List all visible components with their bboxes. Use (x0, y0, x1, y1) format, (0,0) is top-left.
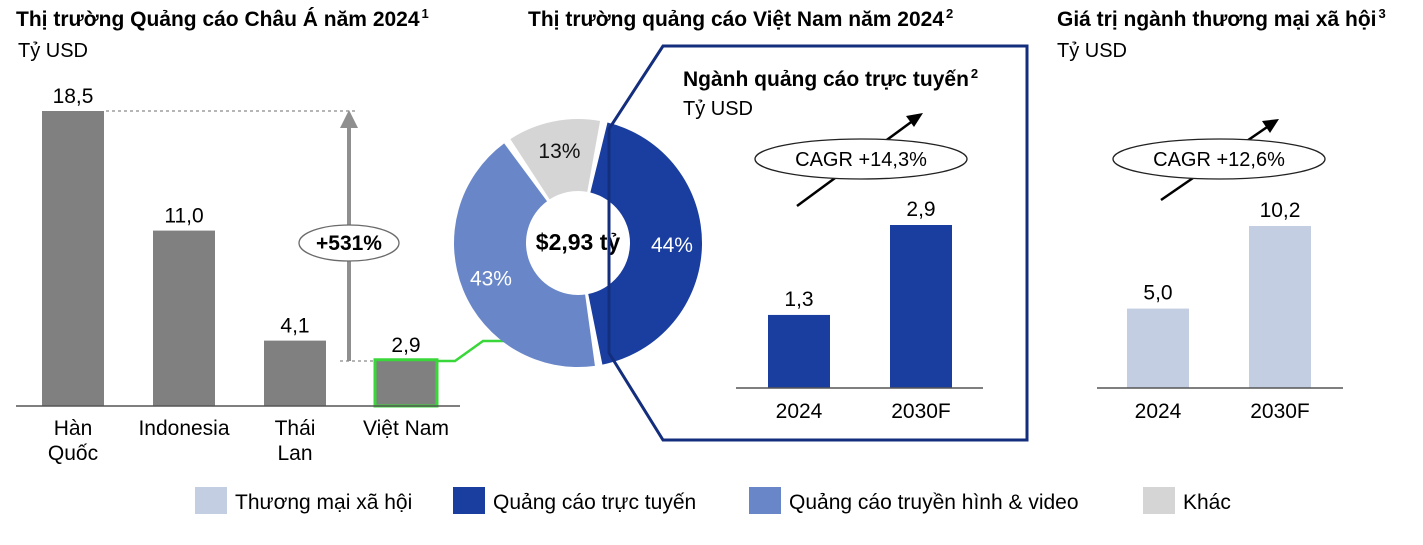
social-cagr-badge (1112, 138, 1326, 180)
online-bar-value-label: 2,9 (906, 198, 935, 221)
online-bar-group: 1,3 2024 2,9 2030F (768, 198, 952, 423)
online-bar-value-label: 1,3 (784, 288, 813, 311)
social-bar-value-label: 5,0 (1143, 282, 1172, 305)
social-chart-unit: Tỷ USD (1057, 40, 1127, 62)
asia-bar-hàn-quốc (42, 111, 104, 406)
vn-ad-donut: 44% 43% 13% (453, 119, 702, 367)
growth-label: +531% (316, 232, 382, 255)
asia-category-label: Việt Nam (363, 417, 449, 440)
social-category-label: 2024 (1135, 400, 1182, 423)
donut-slice-qu-ng-c-o-truy-n-h-nh-video (453, 143, 595, 367)
legend-swatch-kh-c (1143, 487, 1175, 514)
donut-slice-label: 43% (470, 268, 512, 291)
online-category-label: 2024 (776, 400, 823, 423)
asia-bar-value-label: 11,0 (164, 205, 203, 228)
social-bar-group: 5,0 2024 10,2 2030F (1127, 199, 1311, 423)
asia-bar-value-label: 4,1 (280, 315, 309, 338)
legend-label: Quảng cáo truyền hình & video (789, 491, 1079, 514)
asia-chart-title: Thị trường Quảng cáo Châu Á năm 2024 1 (16, 6, 429, 31)
legend-swatch-qu-ng-c-o-truy-n-h-nh-video (749, 487, 781, 514)
donut-slice-kh-c (510, 119, 601, 200)
asia-category-label: Quốc (48, 442, 98, 465)
social-cagr-label: CAGR +12,6% (1153, 149, 1285, 171)
donut-slice-qu-ng-c-o-tr-c-tuy-n (588, 122, 702, 365)
asia-category-label: Lan (277, 442, 312, 465)
social-chart-title: Giá trị ngành thương mại xã hội 3 (1057, 6, 1386, 31)
social-category-label: 2030F (1250, 400, 1310, 423)
social-trend-arrow-head (1262, 119, 1279, 133)
online-category-label: 2030F (891, 400, 951, 423)
asia-bar-indonesia (153, 230, 215, 406)
legend-swatch-qu-ng-c-o-tr-c-tuy-n (453, 487, 485, 514)
donut-center-total: $2,93 tỷ (536, 229, 621, 255)
online-trend-arrow-head (906, 113, 923, 127)
donut-slice-label: 13% (538, 140, 580, 163)
legend: Thương mại xã hội Quảng cáo trực tuyến Quả… (195, 487, 1231, 514)
legend-swatch-th-ng-m-i-x-h-i (195, 487, 227, 514)
online-bar-2024 (768, 314, 830, 388)
online-chart-unit: Tỷ USD (683, 98, 753, 120)
asia-category-label: Thái (275, 417, 316, 440)
online-cagr-label: CAGR +14,3% (795, 149, 927, 171)
growth-arrow-head (340, 110, 358, 128)
growth-badge (298, 224, 400, 262)
vietnam-connector-line (437, 339, 515, 363)
online-chart-title: Ngành quảng cáo trực tuyến 2 (683, 66, 978, 91)
social-bar-value-label: 10,2 (1260, 199, 1301, 222)
online-cagr-badge (754, 138, 968, 180)
asia-bar-thái-lan (264, 340, 326, 406)
online-bar-2030f (890, 225, 952, 388)
asia-category-label: Hàn (54, 417, 93, 440)
social-bar-2024 (1127, 308, 1189, 388)
online-ads-detail-frame (607, 44, 1029, 442)
legend-label: Khác (1183, 491, 1231, 514)
asia-chart-unit: Tỷ USD (18, 40, 88, 62)
asia-category-label: Indonesia (138, 417, 229, 440)
asia-bar-việt nam (373, 358, 439, 408)
legend-label: Quảng cáo trực tuyến (493, 491, 696, 514)
legend-label: Thương mại xã hội (235, 491, 412, 514)
vn-chart-title: Thị trường quảng cáo Việt Nam năm 2024 2 (528, 6, 953, 31)
asia-bar-value-label: 18,5 (53, 85, 94, 108)
asia-bar-value-label: 2,9 (391, 334, 420, 357)
social-bar-2030f (1249, 226, 1311, 388)
donut-slice-label: 44% (651, 234, 693, 257)
